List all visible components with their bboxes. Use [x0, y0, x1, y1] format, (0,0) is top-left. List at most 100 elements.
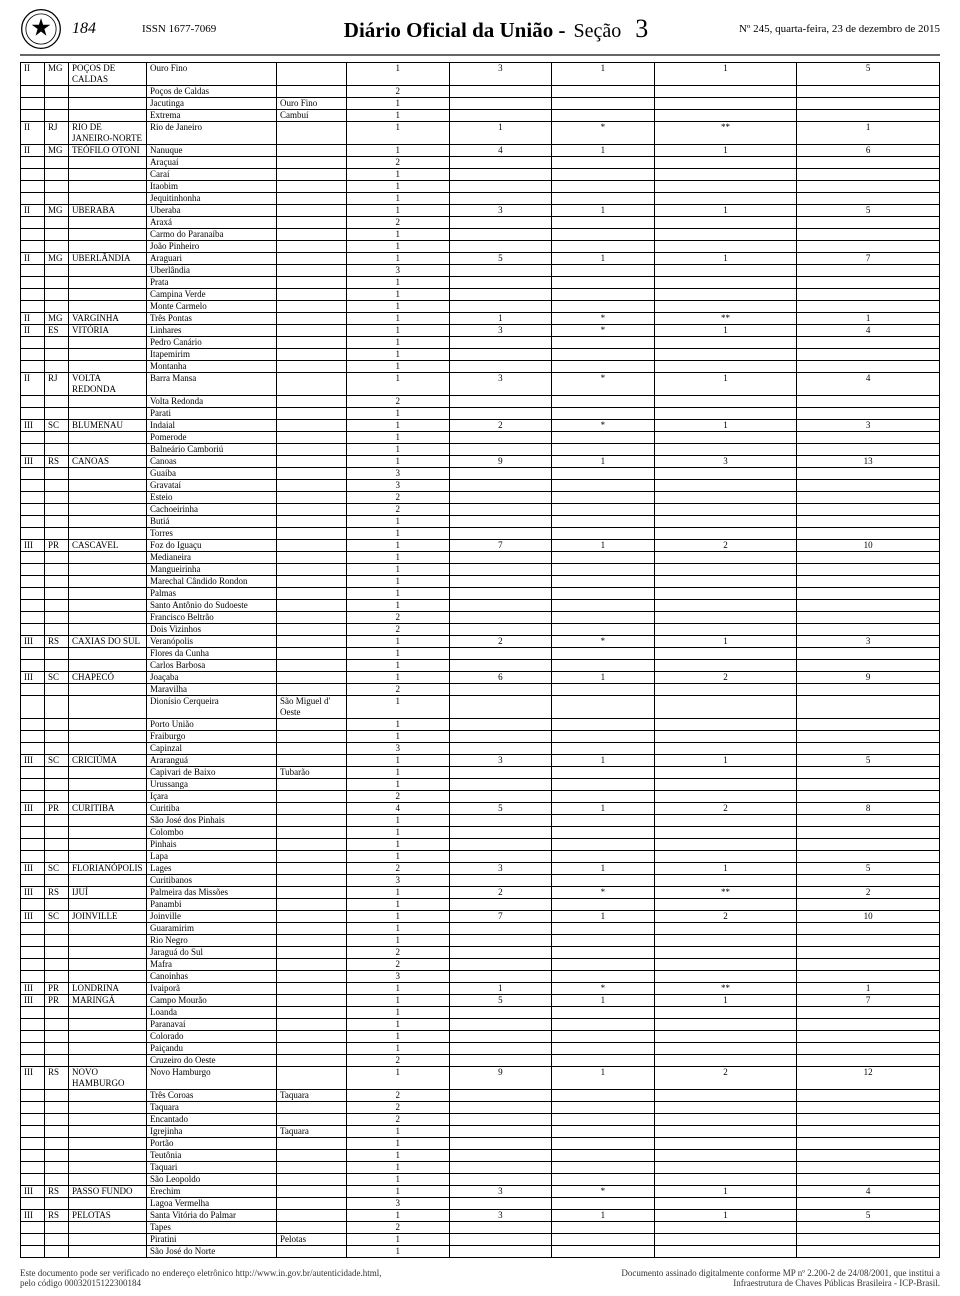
table-cell: Mangueirinha: [147, 564, 277, 576]
table-cell: 3: [449, 63, 552, 86]
table-cell: III: [21, 636, 45, 648]
table-cell: 1: [347, 122, 450, 145]
table-row: Marechal Cândido Rondon1: [21, 576, 940, 588]
table-cell: [277, 1222, 347, 1234]
table-cell: [45, 815, 69, 827]
table-cell: [21, 444, 45, 456]
table-cell: Rio de Janeiro: [147, 122, 277, 145]
table-cell: [277, 504, 347, 516]
table-cell: [277, 1043, 347, 1055]
table-cell: [449, 564, 552, 576]
table-cell: 1: [347, 337, 450, 349]
table-cell: 2: [654, 540, 797, 552]
table-cell: Caraí: [147, 169, 277, 181]
table-cell: [45, 504, 69, 516]
table-cell: [21, 767, 45, 779]
table-cell: 10: [797, 911, 940, 923]
footer-right-line2: Infraestrutura de Chaves Públicas Brasil…: [621, 1278, 940, 1288]
table-cell: Urussanga: [147, 779, 277, 791]
table-cell: [69, 1007, 147, 1019]
table-cell: [69, 588, 147, 600]
table-cell: 1: [552, 755, 655, 767]
table-cell: [552, 1019, 655, 1031]
table-cell: [797, 935, 940, 947]
table-cell: 1: [347, 313, 450, 325]
table-cell: 1: [552, 205, 655, 217]
table-cell: [797, 624, 940, 636]
table-cell: Dionísio Cerqueira: [147, 696, 277, 719]
table-cell: [449, 660, 552, 672]
table-cell: [21, 827, 45, 839]
table-cell: [45, 827, 69, 839]
table-row: Balneário Camboriú1: [21, 444, 940, 456]
table-cell: [797, 612, 940, 624]
table-cell: [21, 576, 45, 588]
table-cell: [654, 660, 797, 672]
table-cell: [21, 684, 45, 696]
table-cell: Balneário Camboriú: [147, 444, 277, 456]
table-cell: [449, 696, 552, 719]
table-cell: [277, 540, 347, 552]
table-row: Jaraguá do Sul2: [21, 947, 940, 959]
table-cell: [277, 157, 347, 169]
table-cell: 1: [552, 253, 655, 265]
table-row: IgrejinhaTaquara1: [21, 1126, 940, 1138]
table-cell: [797, 971, 940, 983]
table-cell: [21, 779, 45, 791]
table-cell: [21, 1150, 45, 1162]
table-row: Monte Carmelo1: [21, 301, 940, 313]
table-cell: [277, 923, 347, 935]
table-row: Esteio2: [21, 492, 940, 504]
table-cell: 1: [654, 373, 797, 396]
table-cell: [69, 516, 147, 528]
table-cell: [654, 157, 797, 169]
table-cell: [654, 1019, 797, 1031]
table-cell: [277, 373, 347, 396]
table-cell: 1: [797, 313, 940, 325]
table-cell: [797, 648, 940, 660]
table-cell: 1: [347, 648, 450, 660]
table-cell: [797, 157, 940, 169]
table-cell: MG: [45, 253, 69, 265]
table-cell: [654, 265, 797, 277]
table-cell: [797, 289, 940, 301]
table-cell: *: [552, 122, 655, 145]
table-cell: [449, 528, 552, 540]
table-cell: 1: [347, 696, 450, 719]
table-cell: 6: [797, 145, 940, 157]
table-cell: [552, 1043, 655, 1055]
table-cell: 2: [449, 636, 552, 648]
table-cell: 3: [449, 755, 552, 767]
table-row: Prata1: [21, 277, 940, 289]
table-cell: [277, 600, 347, 612]
table-cell: 1: [347, 1126, 450, 1138]
table-row: IIIPRCURITIBACuritiba45128: [21, 803, 940, 815]
table-cell: Canoas: [147, 456, 277, 468]
table-cell: 1: [347, 63, 450, 86]
table-cell: [449, 947, 552, 959]
table-cell: [797, 337, 940, 349]
table-cell: [552, 1090, 655, 1102]
table-cell: VITÓRIA: [69, 325, 147, 337]
table-cell: Porto União: [147, 719, 277, 731]
table-cell: [277, 624, 347, 636]
table-cell: RJ: [45, 373, 69, 396]
table-cell: [654, 767, 797, 779]
table-cell: 1: [347, 636, 450, 648]
table-cell: [654, 1150, 797, 1162]
table-cell: [277, 875, 347, 887]
table-cell: 6: [449, 672, 552, 684]
table-cell: [654, 492, 797, 504]
table-cell: [69, 959, 147, 971]
table-cell: [69, 1031, 147, 1043]
table-cell: [797, 528, 940, 540]
table-cell: [552, 86, 655, 98]
table-cell: [69, 600, 147, 612]
table-cell: [21, 492, 45, 504]
publication-date: Nº 245, quarta-feira, 23 de dezembro de …: [700, 23, 940, 35]
table-cell: [277, 839, 347, 851]
table-cell: 3: [347, 875, 450, 887]
table-cell: Indaial: [147, 420, 277, 432]
table-cell: [45, 468, 69, 480]
table-cell: 1: [347, 432, 450, 444]
